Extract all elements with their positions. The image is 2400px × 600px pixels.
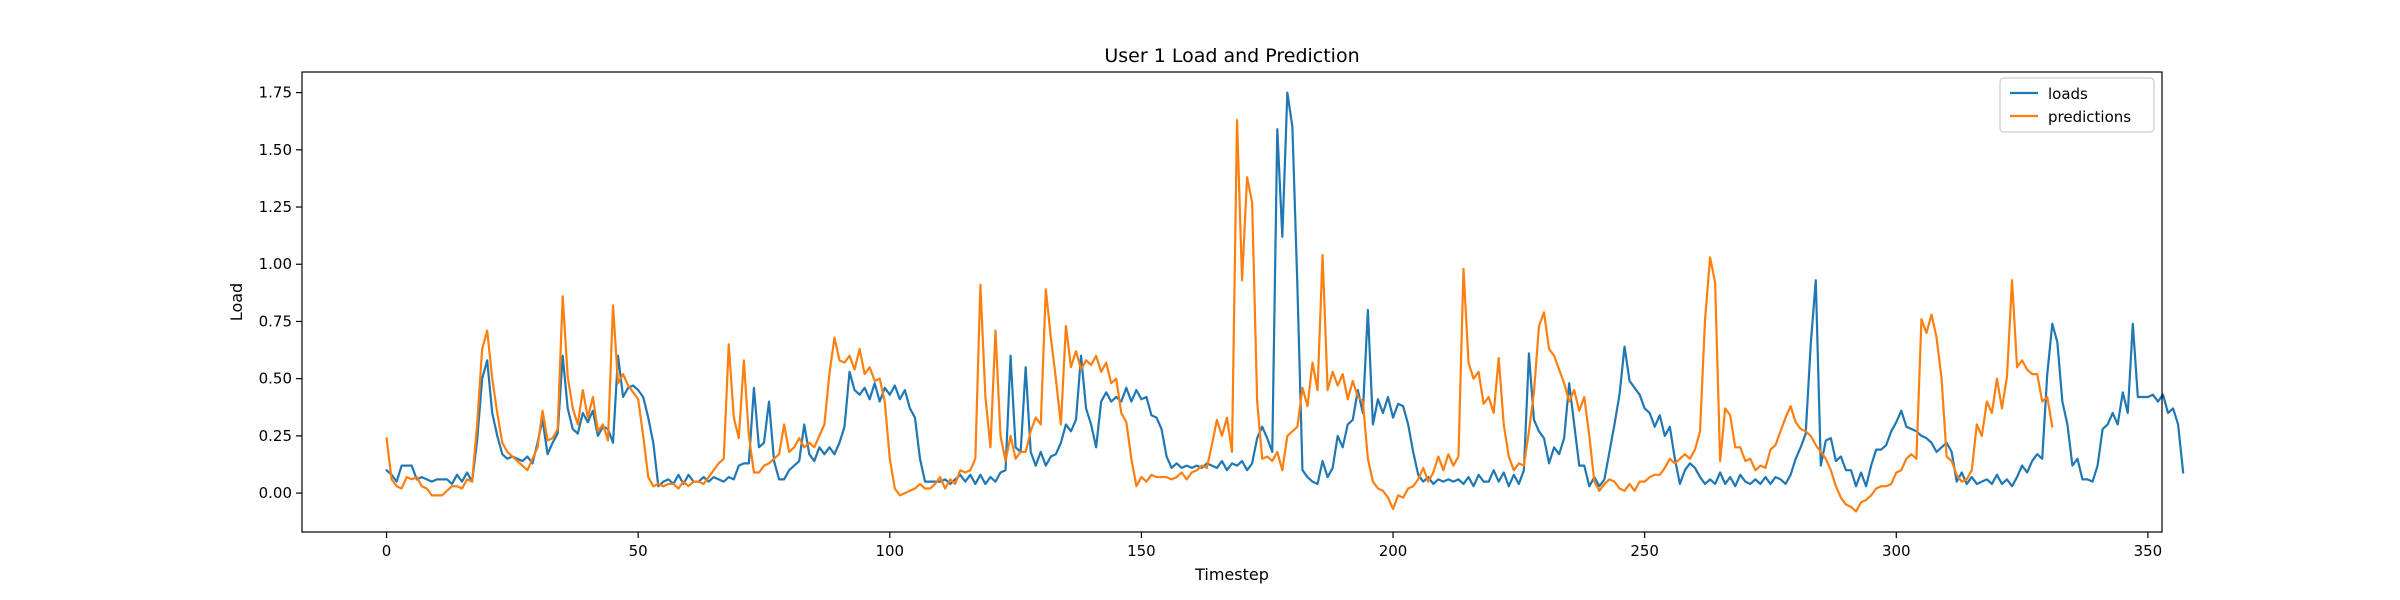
plot-frame: [301, 71, 2163, 533]
y-tick-label: 0.75: [259, 312, 292, 330]
y-tick-label: 0.00: [259, 484, 292, 502]
y-tick-label: 1.00: [259, 255, 292, 273]
x-tick-label: 150: [1127, 542, 1156, 560]
y-tick-label: 0.25: [259, 427, 292, 445]
y-axis-label: Load: [227, 283, 246, 321]
series-line-loads: [385, 91, 2185, 488]
x-axis-label: Timestep: [1194, 565, 1269, 584]
series-line-predictions: [385, 118, 2054, 513]
y-tick-label: 0.50: [259, 370, 292, 388]
y-tick-label: 1.25: [259, 198, 292, 216]
legend-label-predictions: predictions: [2048, 108, 2131, 126]
x-tick-label: 350: [2134, 542, 2163, 560]
plot-background: [302, 72, 2162, 532]
plot-area: [301, 71, 2185, 533]
x-tick-label: 250: [1630, 542, 1659, 560]
legend: loads predictions: [1999, 77, 2155, 133]
y-tick-label: 1.75: [259, 84, 292, 102]
legend-box: [1999, 77, 2155, 133]
y-tick-label: 1.50: [259, 141, 292, 159]
series-layer: [385, 91, 2185, 513]
x-tick-label: 0: [382, 542, 392, 560]
chart-title: User 1 Load and Prediction: [1104, 45, 1359, 67]
x-tick-label: 50: [629, 542, 648, 560]
x-tick-label: 200: [1379, 542, 1408, 560]
y-axis: 0.00 0.25 0.50 0.75 1.00 1.25 1.50 1.75: [259, 84, 302, 502]
x-tick-label: 100: [875, 542, 904, 560]
x-axis: 0 50 100 150 200 250 300 350: [382, 532, 2162, 560]
x-tick-label: 300: [1882, 542, 1911, 560]
legend-label-loads: loads: [2048, 85, 2088, 103]
